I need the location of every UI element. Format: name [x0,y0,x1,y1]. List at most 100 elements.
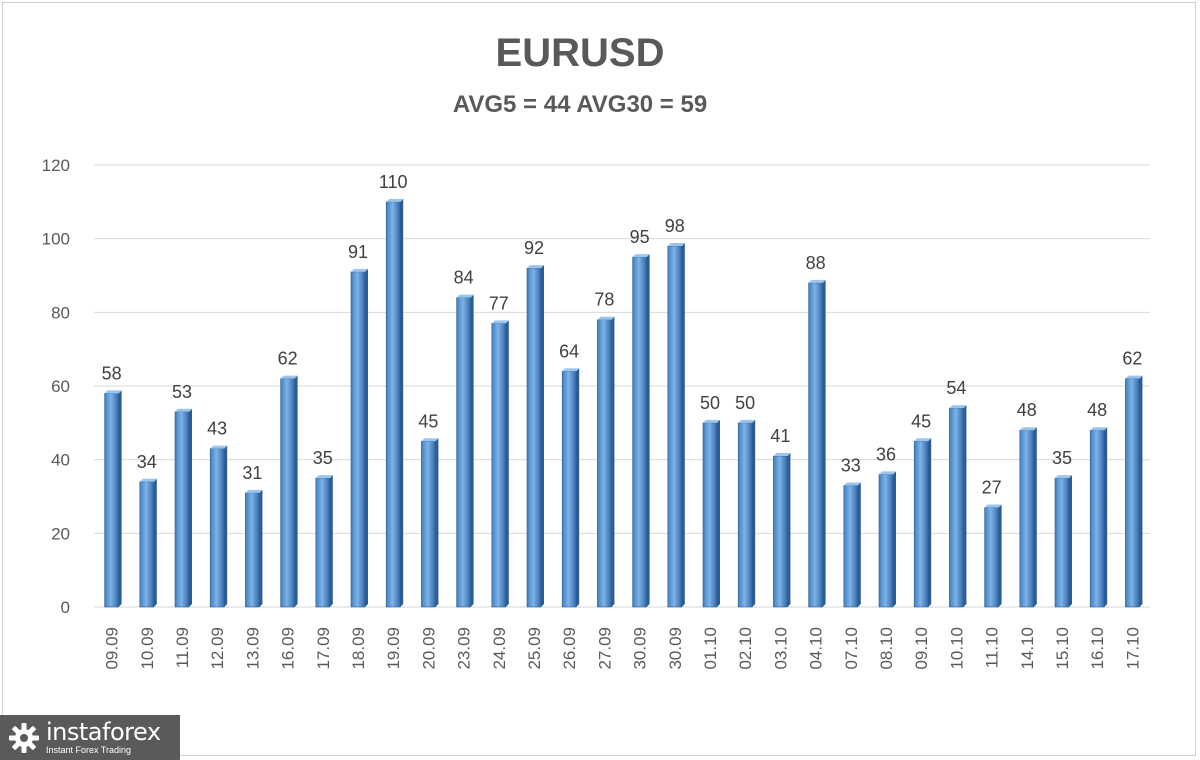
bar [315,477,331,608]
data-label: 62 [1122,349,1142,369]
x-tick-label: 12.09 [208,627,227,670]
bar-side [717,419,720,607]
gear-icon [9,722,39,753]
bar [737,422,753,608]
y-tick-label: 80 [51,303,70,322]
y-tick-label: 20 [51,524,70,543]
x-tick-label: 19.09 [384,627,403,670]
bar-top [421,438,439,442]
bar [667,245,683,608]
bar [773,455,788,608]
bar-top [562,368,580,372]
bar [843,485,859,608]
bar [491,323,507,608]
data-label: 43 [207,419,227,439]
x-tick-label: 26.09 [560,627,579,670]
bar-side [752,419,756,607]
bar [984,507,999,608]
bar-top [1055,475,1072,479]
bar-side [963,405,967,607]
x-tick-label: 23.09 [455,627,474,670]
bar-side [1069,475,1072,607]
bar-side [576,368,580,607]
bar-side [1139,375,1143,607]
x-tick-label: 17.10 [1123,627,1142,670]
bar-top [703,419,720,423]
y-tick-label: 60 [51,377,70,396]
data-label: 50 [735,393,755,413]
bar [174,411,190,608]
x-tick-label: 01.10 [701,627,720,670]
x-tick-label: 02.10 [736,627,755,670]
bar-side [365,268,368,607]
data-label: 50 [700,393,720,413]
data-label: 35 [313,448,333,468]
bar [949,407,964,608]
bar [913,440,929,608]
bar-side [400,198,404,608]
bar-top [386,198,404,202]
bar-side [435,438,439,607]
bar-top [949,405,967,409]
bar-top [315,475,333,479]
x-tick-label: 10.10 [947,627,966,670]
bar-top [773,452,791,456]
bar-side [329,475,333,607]
x-tick-label: 11.10 [983,627,1002,668]
bar-side [611,316,615,607]
x-axis-ticks: 09.09 10.09 11.09 12.09 13.09 16.09 17.09 18.09… [103,627,1143,670]
data-label: 45 [911,411,931,431]
bar-top [280,375,298,379]
bar [561,370,577,608]
y-tick-label: 0 [61,598,70,617]
bar [597,319,612,608]
x-tick-label: 30.09 [666,627,685,670]
chart-subtitle: AVG5 = 44 AVG30 = 59 [453,91,707,118]
bar [104,393,119,608]
bar [280,378,295,608]
data-label: 35 [1052,448,1072,468]
data-label: 84 [454,268,474,288]
bar-side [470,294,474,607]
bar [456,297,471,608]
x-tick-label: 27.09 [595,627,614,670]
bar [245,492,260,608]
y-axis-ticks: 0 20 40 60 80 100 120 [42,156,70,617]
bar [1089,429,1105,608]
bar-side [646,254,650,608]
bar-top [1090,427,1108,431]
bar [385,201,401,608]
data-label: 91 [348,242,368,262]
x-tick-label: 14.10 [1018,627,1037,670]
x-tick-label: 03.10 [771,627,790,670]
x-tick-label: 16.09 [279,627,298,670]
x-tick-label: 11.09 [173,627,192,668]
x-tick-label: 08.10 [877,627,896,670]
bar-top [1125,375,1143,379]
bar-top [210,445,228,449]
bar [209,448,225,608]
logo-tagline: Instant Forex Trading [46,745,132,755]
bar-top [1019,427,1037,431]
bar-side [857,482,861,607]
bar [526,267,542,608]
x-tick-label: 04.10 [807,627,826,670]
bar-side [681,243,685,608]
data-label: 64 [559,341,579,361]
bar-top [597,316,615,320]
bar-top [245,489,263,493]
bar-top [175,408,192,412]
bar-side [259,489,263,607]
bar-side [998,504,1002,607]
bar-side [294,375,298,607]
data-label: 92 [524,238,544,258]
data-label: 33 [841,455,861,475]
bar-side [787,452,791,607]
data-label: 31 [242,463,262,483]
bar-top [139,478,157,482]
gridlines [94,164,1150,608]
bars [104,198,1143,608]
bar-top [104,390,122,394]
y-tick-label: 120 [42,156,70,175]
